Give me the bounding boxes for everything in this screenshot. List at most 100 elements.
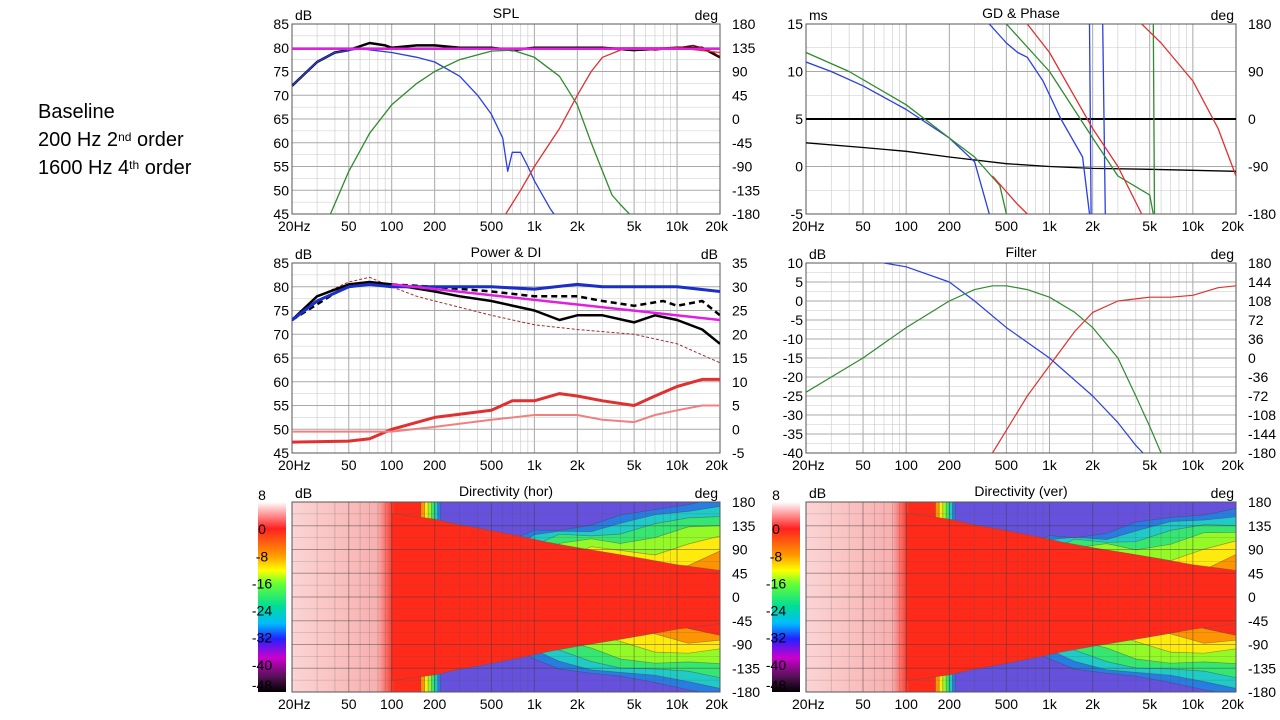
y-tick-label-left: -15 <box>783 350 803 366</box>
y-tick-label-right: 25 <box>732 303 748 319</box>
series-line <box>292 276 720 364</box>
x-tick-label: 2k <box>570 696 586 712</box>
y-tick-label-right: -135 <box>1248 660 1276 676</box>
y-tick-label-left: 60 <box>273 135 289 151</box>
colorbar-tick-label: -48 <box>252 677 272 693</box>
caption-line-2: 200 Hz 2nd order <box>38 129 184 151</box>
y-tick-label-right: 0 <box>1248 111 1256 127</box>
caption-line-1: Baseline <box>38 101 115 123</box>
colorbar-tick-label: -32 <box>252 630 272 646</box>
y-unit-left: ms <box>809 7 828 23</box>
y-unit-right: deg <box>1211 7 1234 23</box>
y-tick-label-left: 55 <box>273 159 289 175</box>
y-tick-label-right: 180 <box>1248 255 1272 271</box>
colorbar-tick-label: -8 <box>256 548 269 564</box>
colorbar <box>258 502 286 692</box>
chart-title: Directivity (hor) <box>459 483 553 499</box>
x-tick-label: 20k <box>705 696 729 712</box>
colorbar <box>772 502 800 692</box>
series-line <box>1102 24 1106 214</box>
x-tick-label: 10k <box>666 457 690 473</box>
x-tick-label: 2k <box>1085 457 1101 473</box>
chart-title: Filter <box>1005 244 1036 260</box>
y-unit-left: dB <box>809 485 826 501</box>
plot-frame <box>291 501 721 693</box>
series-line <box>1141 24 1236 177</box>
series-group <box>806 24 1236 214</box>
y-tick-label-right: 5 <box>732 398 740 414</box>
colorbar-tick-label: -24 <box>252 603 272 619</box>
colorbar-tick-label: 8 <box>258 487 266 503</box>
chart-title: Power & DI <box>471 244 542 260</box>
plot-frame <box>805 501 1237 693</box>
x-tick-label: 200 <box>423 457 447 473</box>
y-tick-label-right: -135 <box>732 182 760 198</box>
x-tick-label: 50 <box>341 696 357 712</box>
x-tick-label: 100 <box>895 696 919 712</box>
x-tick-label: 500 <box>480 696 504 712</box>
x-tick-label: 2k <box>1085 218 1101 234</box>
y-tick-label-right: -144 <box>1248 426 1276 442</box>
y-unit-right: deg <box>695 7 718 23</box>
series-line <box>391 283 720 322</box>
y-tick-label-left: 75 <box>273 303 289 319</box>
y-tick-label-right: -180 <box>1248 445 1276 461</box>
y-tick-label-right: 180 <box>732 494 756 510</box>
x-tick-label: 1k <box>1042 218 1058 234</box>
y-tick-label-right: -72 <box>1248 388 1268 404</box>
y-unit-right: deg <box>1211 485 1234 501</box>
colorbar-tick-label: -8 <box>770 548 783 564</box>
y-tick-label-right: 15 <box>732 350 748 366</box>
y-tick-label-left: 10 <box>787 255 803 271</box>
y-tick-label-right: 90 <box>1248 542 1264 558</box>
chart-title: Directivity (ver) <box>974 483 1067 499</box>
y-tick-label-left: 85 <box>273 255 289 271</box>
y-tick-label-left: 45 <box>273 206 289 222</box>
series-line <box>988 24 1091 214</box>
colorbar-tick-label: -24 <box>766 603 786 619</box>
x-tick-label: 5k <box>1142 696 1158 712</box>
series-line <box>292 280 720 345</box>
x-tick-label: 5k <box>1142 457 1158 473</box>
x-tick-label: 50 <box>341 457 357 473</box>
series-line <box>1026 24 1143 214</box>
y-unit-right: dB <box>701 246 718 262</box>
chart-title: SPL <box>493 5 520 21</box>
x-tick-label: 1k <box>1042 457 1058 473</box>
y-tick-label-left: 50 <box>273 182 289 198</box>
chart-dir_ver: 8 0 -8 -16 -24 -32 -40 -48 Directivity (ver) 20Hz… <box>766 483 1276 712</box>
y-tick-label-right: -180 <box>1248 684 1276 700</box>
y-tick-label-right: 36 <box>1248 331 1264 347</box>
y-tick-label-right: -180 <box>732 684 760 700</box>
y-tick-label-right: -180 <box>1248 206 1276 222</box>
y-tick-label-right: 30 <box>732 279 748 295</box>
caption-line-3: 1600 Hz 4th order <box>38 157 192 179</box>
x-tick-label: 500 <box>995 457 1019 473</box>
x-tick-label: 20Hz <box>278 457 311 473</box>
x-tick-label: 5k <box>1142 218 1158 234</box>
series-line <box>292 282 720 322</box>
y-tick-label-left: 10 <box>787 64 803 80</box>
series-line <box>806 51 1008 214</box>
y-tick-label-right: -90 <box>732 637 752 653</box>
plot-frame <box>805 262 1237 454</box>
x-tick-label: 20k <box>1221 696 1245 712</box>
y-tick-label-right: 180 <box>1248 16 1272 32</box>
y-tick-label-right: 45 <box>732 87 748 103</box>
x-tick-label: 100 <box>380 218 404 234</box>
x-tick-label: 100 <box>895 218 919 234</box>
series-line <box>292 404 720 433</box>
x-tick-label: 1k <box>527 457 543 473</box>
x-tick-label: 20Hz <box>278 696 311 712</box>
x-tick-label: 200 <box>938 696 962 712</box>
y-tick-label-right: -5 <box>732 445 745 461</box>
y-unit-right: deg <box>1211 246 1234 262</box>
y-tick-label-left: -5 <box>791 312 804 328</box>
y-tick-label-right: -45 <box>1248 613 1268 629</box>
y-tick-label-right: 180 <box>1248 494 1272 510</box>
y-tick-label-left: 80 <box>273 40 289 56</box>
colorbar-tick-label: -48 <box>766 677 786 693</box>
colorbar-tick-label: -40 <box>252 657 272 673</box>
